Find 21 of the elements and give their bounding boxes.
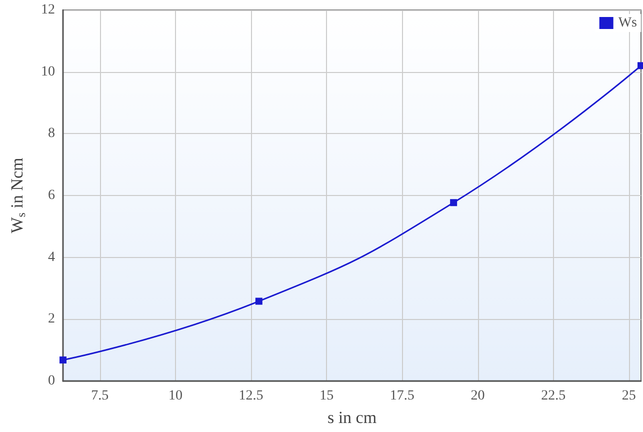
x-tick-label: 22.5: [541, 388, 566, 404]
y-tick-label: 4: [48, 250, 55, 265]
point: [255, 298, 262, 305]
y-tick-label: 8: [48, 126, 55, 142]
y-tick-label: 12: [41, 2, 55, 18]
x-tick-label: 10: [168, 388, 182, 404]
x-tick-label: 25: [622, 388, 636, 404]
point: [450, 199, 458, 206]
x-tick-label: 7.5: [91, 388, 109, 404]
x-axis-title: s in cm: [327, 408, 377, 427]
y-tick-label: 10: [41, 64, 55, 80]
x-tick-label: 15: [320, 388, 334, 404]
x-tick-label: 12.5: [238, 388, 264, 404]
y-tick-label: 2: [48, 312, 55, 327]
y-axis-title: Ws in Ncm: [8, 158, 28, 234]
y-tick-label: 6: [48, 188, 55, 203]
legend-label: Ws: [618, 16, 638, 30]
point: [60, 356, 66, 364]
x-tick-label: 20: [470, 388, 485, 404]
y-tick-label: 0: [48, 374, 55, 388]
x-tick-label: 17.5: [390, 388, 414, 404]
